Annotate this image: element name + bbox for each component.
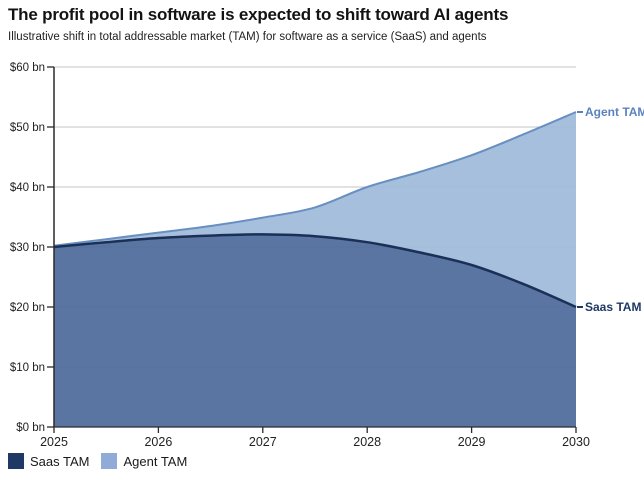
chart-subtitle: Illustrative shift in total addressable … bbox=[8, 31, 487, 43]
agent-tam-area bbox=[54, 112, 576, 307]
y-tick-label: $20 bn bbox=[10, 302, 45, 314]
x-tick-label: 2029 bbox=[458, 435, 486, 449]
x-tick-label: 2027 bbox=[249, 435, 277, 449]
legend: Saas TAM Agent TAM bbox=[8, 453, 187, 469]
legend-item-saas: Saas TAM bbox=[8, 453, 89, 469]
agent-legend-swatch-icon bbox=[101, 453, 118, 469]
saas-tam-end-label: Saas TAM bbox=[585, 300, 642, 314]
x-tick-label: 2028 bbox=[353, 435, 381, 449]
legend-label-saas: Saas TAM bbox=[30, 453, 90, 469]
saas-tam-area bbox=[54, 234, 576, 427]
y-tick-label: $30 bn bbox=[10, 242, 45, 254]
agent-tam-end-label: Agent TAM bbox=[585, 105, 644, 119]
legend-item-agent: Agent TAM bbox=[101, 453, 187, 469]
saas-legend-swatch-icon bbox=[8, 453, 24, 469]
x-tick-label: 2030 bbox=[562, 435, 590, 449]
y-tick-label: $50 bn bbox=[10, 122, 45, 134]
agent-tam-line bbox=[53, 111, 577, 247]
y-tick-label: $0 bn bbox=[16, 422, 45, 434]
saas-tam-line bbox=[53, 233, 577, 309]
y-tick-label: $40 bn bbox=[10, 182, 45, 194]
x-tick-label: 2025 bbox=[40, 435, 68, 449]
x-tick-label: 2026 bbox=[144, 435, 172, 449]
chart-title: The profit pool in software is expected … bbox=[8, 5, 509, 24]
y-tick-label: $60 bn bbox=[10, 62, 45, 74]
y-tick-label: $10 bn bbox=[10, 362, 45, 374]
legend-label-agent: Agent TAM bbox=[123, 453, 188, 469]
